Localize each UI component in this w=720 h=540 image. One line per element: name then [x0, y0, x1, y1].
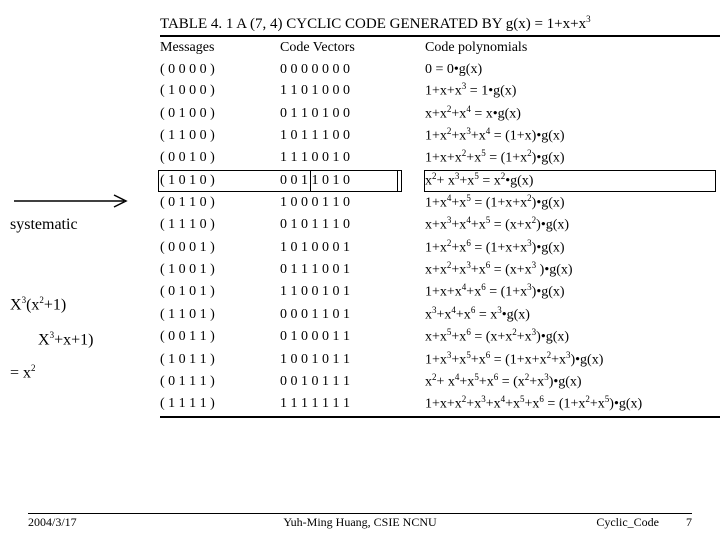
- cell-vector: 1 1 0 1 0 0 0: [280, 80, 425, 102]
- cell-vector: 1 1 1 1 1 1 1: [280, 393, 425, 415]
- cell-vector: 1 0 1 0 0 0 1: [280, 237, 425, 259]
- footer-page: 7: [686, 515, 692, 529]
- cell-vector: 0 1 1 0 1 0 0: [280, 103, 425, 125]
- table-header: Messages Code Vectors Code polynomials: [160, 37, 720, 59]
- table-row: ( 1 1 0 0 )1 0 1 1 1 0 01+x2+x3+x4 = (1+…: [160, 125, 720, 147]
- title-text: TABLE 4. 1 A (7, 4) CYCLIC CODE GENERATE…: [160, 16, 586, 32]
- cell-message: ( 0 0 0 0 ): [160, 59, 280, 81]
- cell-message: ( 1 0 0 0 ): [160, 80, 280, 102]
- table-row: ( 0 0 0 0 )0 0 0 0 0 0 00 = 0•g(x): [160, 59, 720, 81]
- cell-vector: 0 0 1 1 0 1 0: [280, 170, 425, 192]
- table-row: ( 0 0 0 1 )1 0 1 0 0 0 11+x2+x6 = (1+x+x…: [160, 237, 720, 259]
- equation-1: X3(x2+1): [10, 295, 140, 314]
- table-row: ( 1 0 1 0 )0 0 1 1 0 1 0x2+ x3+x5 = x2•g…: [160, 170, 720, 192]
- table-row: ( 1 0 1 1 )1 0 0 1 0 1 11+x3+x5+x6 = (1+…: [160, 349, 720, 371]
- cell-polynomial: 1+x+x4+x6 = (1+x3)•g(x): [425, 281, 720, 303]
- footer-date: 2004/3/17: [28, 515, 228, 530]
- cell-vector: 0 1 0 1 1 1 0: [280, 214, 425, 236]
- cell-polynomial: x3+x4+x6 = x3•g(x): [425, 304, 720, 326]
- cell-message: ( 1 0 1 1 ): [160, 349, 280, 371]
- cell-vector: 1 1 1 0 0 1 0: [280, 147, 425, 169]
- cell-message: ( 1 1 1 0 ): [160, 214, 280, 236]
- cell-polynomial: 1+x2+x6 = (1+x+x3)•g(x): [425, 237, 720, 259]
- header-messages: Messages: [160, 37, 280, 59]
- table-row: ( 0 1 0 1 )1 1 0 0 1 0 11+x+x4+x6 = (1+x…: [160, 281, 720, 303]
- cell-message: ( 1 1 0 0 ): [160, 125, 280, 147]
- cell-polynomial: x+x2+x4 = x•g(x): [425, 103, 720, 125]
- cell-message: ( 1 0 1 0 ): [160, 170, 280, 192]
- cell-vector: 0 1 1 1 0 0 1: [280, 259, 425, 281]
- cell-message: ( 0 1 1 1 ): [160, 371, 280, 393]
- table-row: ( 1 1 0 1 )0 0 0 1 1 0 1x3+x4+x6 = x3•g(…: [160, 304, 720, 326]
- cell-message: ( 0 1 0 1 ): [160, 281, 280, 303]
- cell-polynomial: 0 = 0•g(x): [425, 59, 720, 81]
- table-row: ( 0 1 0 0 )0 1 1 0 1 0 0x+x2+x4 = x•g(x): [160, 103, 720, 125]
- table-row: ( 1 1 1 0 )0 1 0 1 1 1 0x+x3+x4+x5 = (x+…: [160, 214, 720, 236]
- cell-message: ( 1 1 1 1 ): [160, 393, 280, 415]
- cell-polynomial: x2+ x4+x5+x6 = (x2+x3)•g(x): [425, 371, 720, 393]
- cell-polynomial: 1+x3+x5+x6 = (1+x+x2+x3)•g(x): [425, 349, 720, 371]
- table-row: ( 0 1 1 0 )1 0 0 0 1 1 01+x4+x5 = (1+x+x…: [160, 192, 720, 214]
- label-systematic: systematic: [10, 216, 140, 234]
- equation-3: = x2: [10, 363, 140, 382]
- table-body: ( 0 0 0 0 )0 0 0 0 0 0 00 = 0•g(x)( 1 0 …: [160, 59, 720, 416]
- table-row: ( 1 0 0 1 )0 1 1 1 0 0 1x+x2+x3+x6 = (x+…: [160, 259, 720, 281]
- cell-message: ( 0 1 1 0 ): [160, 192, 280, 214]
- cell-polynomial: 1+x+x2+x3+x4+x5+x6 = (1+x2+x5)•g(x): [425, 393, 720, 415]
- cell-polynomial: 1+x+x2+x5 = (1+x2)•g(x): [425, 147, 720, 169]
- cell-message: ( 0 1 0 0 ): [160, 103, 280, 125]
- cell-polynomial: x2+ x3+x5 = x2•g(x): [425, 170, 720, 192]
- cell-polynomial: 1+x2+x3+x4 = (1+x)•g(x): [425, 125, 720, 147]
- table-row: ( 1 1 1 1 )1 1 1 1 1 1 11+x+x2+x3+x4+x5+…: [160, 393, 720, 415]
- cell-polynomial: x+x5+x6 = (x+x2+x3)•g(x): [425, 326, 720, 348]
- cell-vector: 1 0 0 1 0 1 1: [280, 349, 425, 371]
- footer-right: Cyclic_Code 7: [492, 515, 692, 530]
- cell-vector: 0 0 0 0 0 0 0: [280, 59, 425, 81]
- cell-vector: 1 0 0 0 1 1 0: [280, 192, 425, 214]
- title-sup: 3: [586, 14, 591, 24]
- cell-polynomial: x+x2+x3+x6 = (x+x3 )•g(x): [425, 259, 720, 281]
- cell-message: ( 1 0 0 1 ): [160, 259, 280, 281]
- cell-polynomial: 1+x4+x5 = (1+x+x2)•g(x): [425, 192, 720, 214]
- equation-2: X3+x+1): [38, 330, 168, 349]
- rule-bottom: [160, 416, 720, 418]
- cell-polynomial: x+x3+x4+x5 = (x+x2)•g(x): [425, 214, 720, 236]
- code-table: TABLE 4. 1 A (7, 4) CYCLIC CODE GENERATE…: [160, 12, 720, 418]
- table-title: TABLE 4. 1 A (7, 4) CYCLIC CODE GENERATE…: [160, 12, 720, 35]
- footer-author: Yuh-Ming Huang, CSIE NCNU: [228, 515, 492, 530]
- header-vectors: Code Vectors: [280, 37, 425, 59]
- cell-polynomial: 1+x+x3 = 1•g(x): [425, 80, 720, 102]
- cell-vector: 1 0 1 1 1 0 0: [280, 125, 425, 147]
- header-polynomials: Code polynomials: [425, 37, 720, 59]
- footer-topic: Cyclic_Code: [596, 515, 659, 529]
- cell-message: ( 0 0 0 1 ): [160, 237, 280, 259]
- footer-rule: [28, 513, 692, 514]
- cell-vector: 1 1 0 0 1 0 1: [280, 281, 425, 303]
- cell-vector: 0 1 0 0 0 1 1: [280, 326, 425, 348]
- cell-vector: 0 0 1 0 1 1 1: [280, 371, 425, 393]
- table-row: ( 0 0 1 1 )0 1 0 0 0 1 1x+x5+x6 = (x+x2+…: [160, 326, 720, 348]
- footer: 2004/3/17 Yuh-Ming Huang, CSIE NCNU Cycl…: [0, 515, 720, 530]
- table-row: ( 0 1 1 1 )0 0 1 0 1 1 1x2+ x4+x5+x6 = (…: [160, 371, 720, 393]
- cell-vector: 0 0 0 1 1 0 1: [280, 304, 425, 326]
- table-row: ( 1 0 0 0 )1 1 0 1 0 0 01+x+x3 = 1•g(x): [160, 80, 720, 102]
- cell-message: ( 1 1 0 1 ): [160, 304, 280, 326]
- cell-message: ( 0 0 1 1 ): [160, 326, 280, 348]
- arrow-to-row: [14, 192, 134, 210]
- cell-message: ( 0 0 1 0 ): [160, 147, 280, 169]
- table-row: ( 0 0 1 0 )1 1 1 0 0 1 01+x+x2+x5 = (1+x…: [160, 147, 720, 169]
